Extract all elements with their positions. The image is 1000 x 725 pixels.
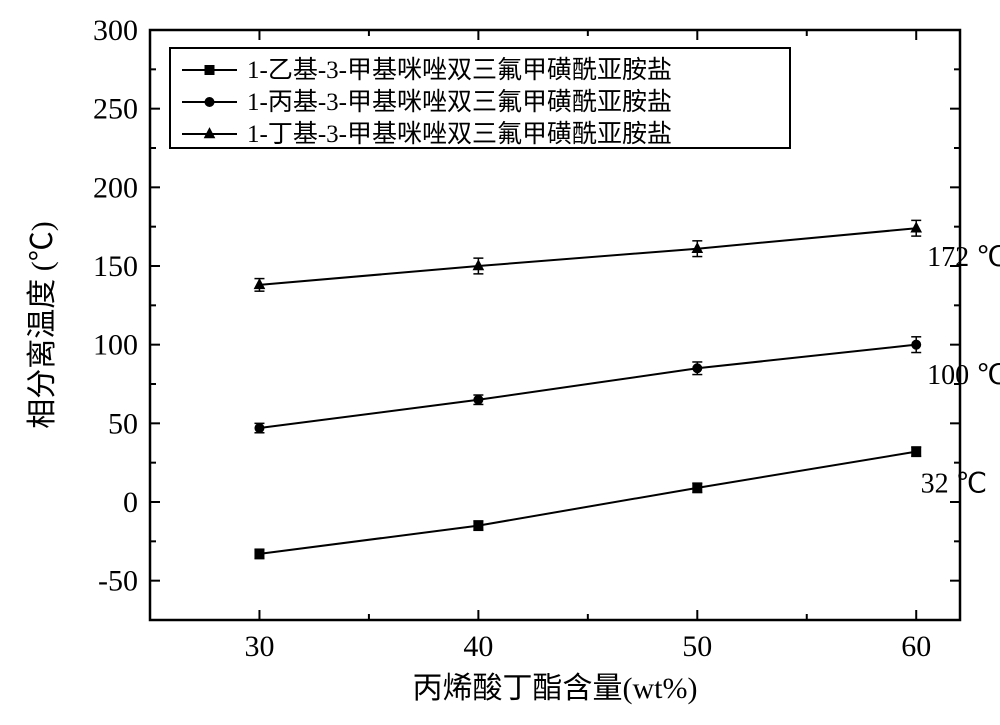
x-tick-label: 30	[244, 630, 274, 663]
marker-square	[693, 483, 702, 492]
x-tick-label: 40	[463, 630, 493, 663]
annotation-0: 172 ℃	[927, 242, 1000, 273]
y-axis-label: 相分离温度 (℃)	[26, 221, 59, 428]
y-tick-label: 100	[93, 329, 138, 362]
y-tick-label: -50	[98, 565, 138, 598]
marker-square	[255, 549, 264, 558]
marker-circle	[255, 424, 264, 433]
y-tick-label: 300	[93, 14, 138, 47]
y-tick-label: 250	[93, 93, 138, 126]
x-axis-label: 丙烯酸丁酯含量(wt%)	[413, 672, 698, 705]
y-tick-label: 0	[123, 486, 138, 519]
y-tick-label: 50	[108, 407, 138, 440]
y-tick-label: 200	[93, 171, 138, 204]
legend: 1-乙基-3-甲基咪唑双三氟甲磺酰亚胺盐 1-丙基-3-甲基咪唑双三氟甲磺酰亚胺盐…	[170, 48, 790, 148]
marker-circle	[693, 364, 702, 373]
marker-circle	[474, 395, 483, 404]
legend-label-0: 1-乙基-3-甲基咪唑双三氟甲磺酰亚胺盐	[247, 56, 672, 84]
marker-circle	[205, 98, 214, 107]
chart-container: 30 40 50 60 -50 0 50 100 150 200 250 300 丙烯酸丁酯含量(wt%…	[0, 0, 1000, 725]
marker-circle	[912, 340, 921, 349]
legend-label-1: 1-丙基-3-甲基咪唑双三氟甲磺酰亚胺盐	[247, 88, 672, 116]
y-tick-label: 150	[93, 250, 138, 283]
marker-square	[474, 521, 483, 530]
x-tick-label: 60	[901, 630, 931, 663]
marker-square	[912, 447, 921, 456]
legend-label-2: 1-丁基-3-甲基咪唑双三氟甲磺酰亚胺盐	[247, 120, 672, 148]
annotation-1: 100 ℃	[927, 360, 1000, 391]
line-chart: 30 40 50 60 -50 0 50 100 150 200 250 300 丙烯酸丁酯含量(wt%…	[0, 0, 1000, 725]
marker-square	[205, 66, 214, 75]
annotation-2: 32 ℃	[921, 469, 987, 500]
x-tick-label: 50	[682, 630, 712, 663]
